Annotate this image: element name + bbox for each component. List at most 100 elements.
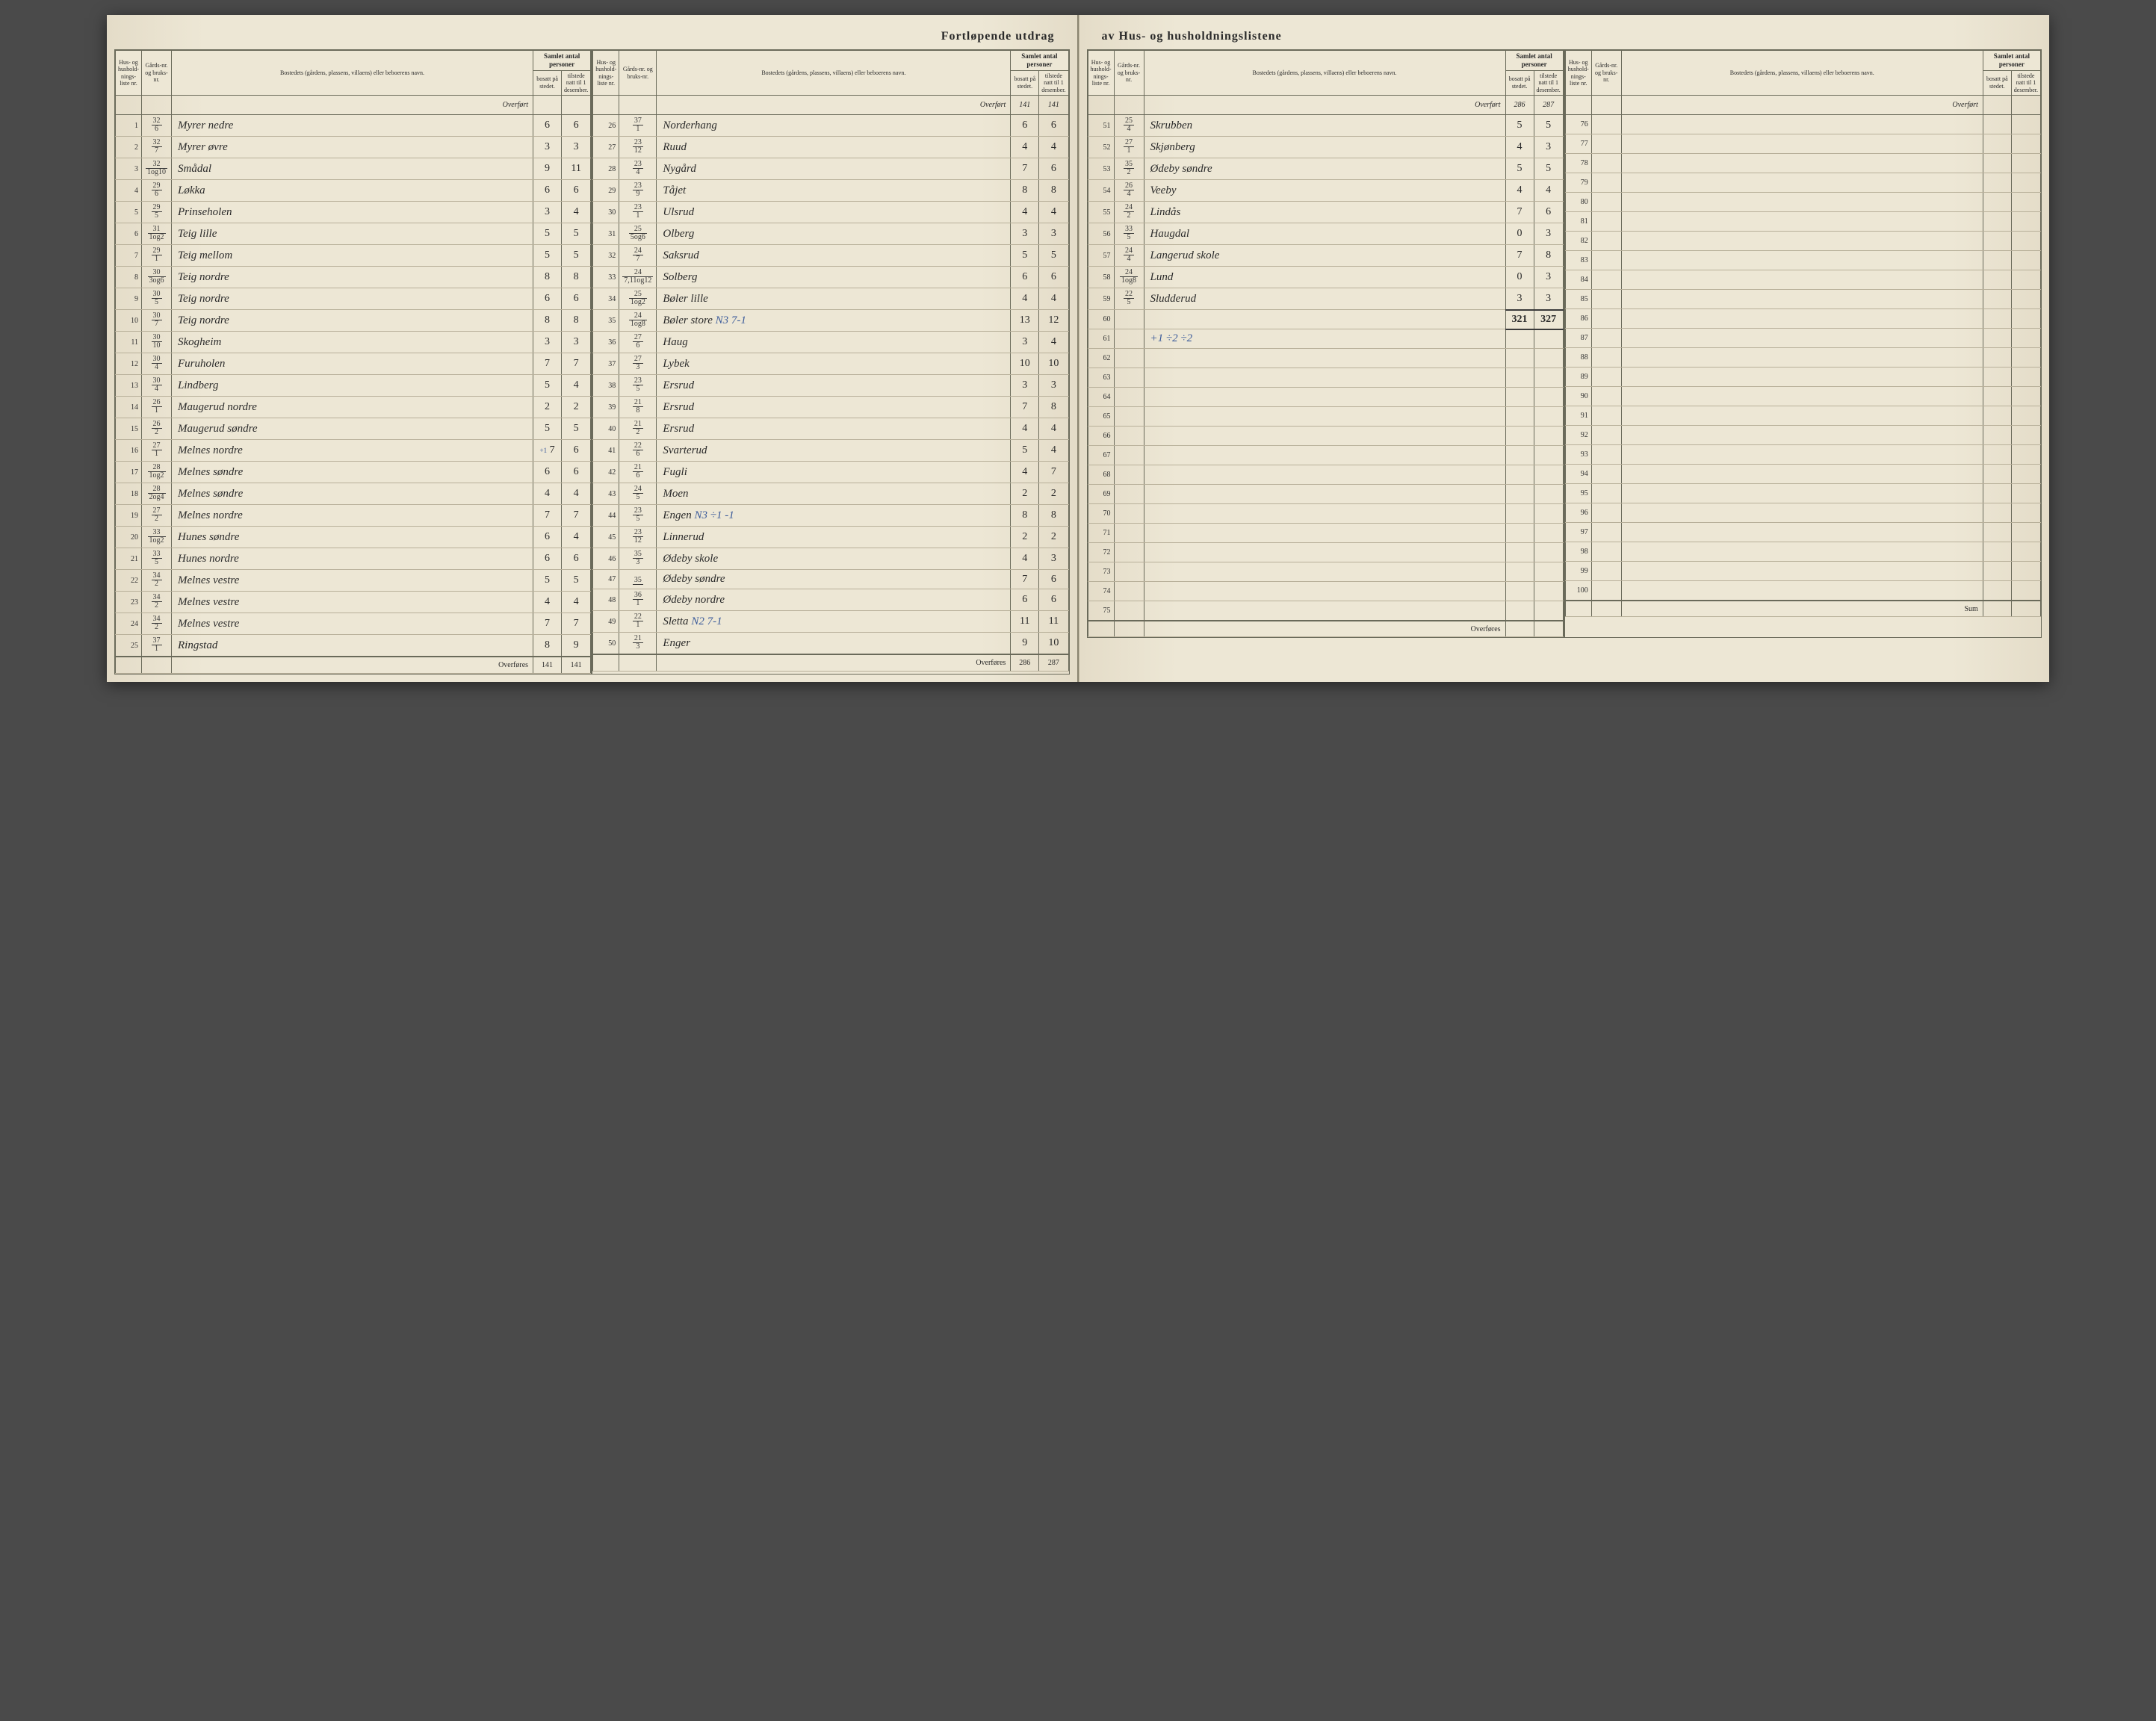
row-number: 84 bbox=[1565, 270, 1591, 290]
row-number: 67 bbox=[1088, 446, 1114, 465]
bosatt-count: 2 bbox=[1011, 527, 1039, 548]
gard-number: 276 bbox=[619, 332, 657, 353]
ledger-row: 4735Ødeby søndre76 bbox=[593, 570, 1068, 589]
bosatt-count: 4 bbox=[533, 483, 562, 505]
gard-number: 335 bbox=[142, 548, 172, 570]
place-name bbox=[1621, 309, 1983, 329]
gard-number: 235 bbox=[619, 375, 657, 397]
bosatt-count: 5 bbox=[1011, 440, 1039, 462]
row-number: 46 bbox=[593, 548, 619, 570]
place-name: Veeby bbox=[1144, 180, 1505, 202]
gard-number bbox=[1591, 503, 1621, 523]
row-number: 50 bbox=[593, 633, 619, 655]
gard-number bbox=[1591, 134, 1621, 154]
bosatt-count: 8 bbox=[1011, 505, 1039, 527]
place-name bbox=[1621, 445, 1983, 465]
ledger-row: 1326Myrer nedre66 bbox=[116, 115, 591, 137]
ledger-row: 73 bbox=[1088, 562, 1563, 582]
row-number: 55 bbox=[1088, 202, 1114, 223]
bosatt-count: 3 bbox=[1011, 375, 1039, 397]
gard-number: 342 bbox=[142, 570, 172, 592]
tilstede-count: 6 bbox=[1039, 570, 1068, 589]
overfort-tilstede bbox=[562, 96, 591, 115]
tilstede-count bbox=[1534, 582, 1563, 601]
row-number: 18 bbox=[116, 483, 142, 505]
col-liste: Hus- og hushold-nings-liste nr. bbox=[1088, 51, 1114, 96]
ledger-row: 81 bbox=[1565, 212, 2040, 232]
tilstede-count: 6 bbox=[1039, 158, 1068, 180]
gard-number: 335 bbox=[1114, 223, 1144, 245]
row-number: 47 bbox=[593, 570, 619, 589]
overfores-label: Overføres bbox=[1144, 621, 1505, 637]
overfores-label: Overføres bbox=[657, 654, 1011, 671]
bosatt-count: 7 bbox=[1011, 397, 1039, 418]
bosatt-count: 7 bbox=[1011, 570, 1039, 589]
row-number: 32 bbox=[593, 245, 619, 267]
tilstede-count bbox=[1534, 446, 1563, 465]
row-number: 77 bbox=[1565, 134, 1591, 154]
tilstede-count bbox=[2011, 193, 2040, 212]
gard-number: 311og2 bbox=[142, 223, 172, 245]
row-number: 7 bbox=[116, 245, 142, 267]
row-number: 28 bbox=[593, 158, 619, 180]
row-number: 78 bbox=[1565, 154, 1591, 173]
gard-number: 239 bbox=[619, 180, 657, 202]
bosatt-count bbox=[1983, 406, 2011, 426]
gard-number bbox=[1591, 484, 1621, 503]
tilstede-count: 4 bbox=[1534, 180, 1563, 202]
section-4: Hus- og hushold-nings-liste nr.Gårds-nr.… bbox=[1564, 49, 2042, 638]
tilstede-count: 4 bbox=[1039, 288, 1068, 310]
place-name bbox=[1144, 465, 1505, 485]
bosatt-count: 0 bbox=[1505, 223, 1534, 245]
gard-number bbox=[1114, 446, 1144, 465]
place-name: +1 ÷2 ÷2 bbox=[1144, 329, 1505, 349]
gard-number: 307 bbox=[142, 310, 172, 332]
place-name: Melnes vestre bbox=[172, 592, 533, 613]
ledger-row: 52271Skjønberg43 bbox=[1088, 137, 1563, 158]
col-samlet: Samlet antal personer bbox=[1011, 51, 1068, 71]
gard-number: 371 bbox=[619, 115, 657, 137]
bosatt-count bbox=[1983, 542, 2011, 562]
row-number: 39 bbox=[593, 397, 619, 418]
row-number: 69 bbox=[1088, 485, 1114, 504]
bosatt-count bbox=[1983, 193, 2011, 212]
row-number: 65 bbox=[1088, 407, 1114, 427]
row-number: 68 bbox=[1088, 465, 1114, 485]
tilstede-count: 9 bbox=[562, 635, 591, 657]
gard-number: 342 bbox=[142, 592, 172, 613]
place-name: Enger bbox=[657, 633, 1011, 655]
ledger-row: 37273Lybek1010 bbox=[593, 353, 1068, 375]
ledger-row: 30231Ulsrud44 bbox=[593, 202, 1068, 223]
ledger-row: 58241og8Lund03 bbox=[1088, 267, 1563, 288]
place-name: Skjønberg bbox=[1144, 137, 1505, 158]
bosatt-count: 7 bbox=[1505, 202, 1534, 223]
bosatt-count: 7 bbox=[1505, 245, 1534, 267]
gard-number bbox=[1591, 426, 1621, 445]
place-name: Teig lille bbox=[172, 223, 533, 245]
tilstede-count: 2 bbox=[1039, 527, 1068, 548]
row-number: 5 bbox=[116, 202, 142, 223]
bosatt-count bbox=[1983, 523, 2011, 542]
place-name bbox=[1621, 542, 1983, 562]
place-name: Ødeby nordre bbox=[657, 589, 1011, 611]
tilstede-count bbox=[1534, 329, 1563, 349]
ledger-row: 41226Svarterud54 bbox=[593, 440, 1068, 462]
ledger-row: 10307Teig nordre88 bbox=[116, 310, 591, 332]
ledger-row: 272312Ruud44 bbox=[593, 137, 1068, 158]
overfores-row: Overføres bbox=[1088, 621, 1563, 637]
place-name: Myrer nedre bbox=[172, 115, 533, 137]
bosatt-count: 5 bbox=[533, 570, 562, 592]
tilstede-count bbox=[2011, 406, 2040, 426]
tilstede-count: 3 bbox=[1039, 548, 1068, 570]
row-number: 72 bbox=[1088, 543, 1114, 562]
ledger-row: 18282og4Melnes søndre44 bbox=[116, 483, 591, 505]
row-number: 33 bbox=[593, 267, 619, 288]
place-name bbox=[1144, 407, 1505, 427]
gard-number bbox=[1591, 581, 1621, 601]
tilstede-count bbox=[1534, 504, 1563, 524]
right-columns: Hus- og hushold-nings-liste nr.Gårds-nr.… bbox=[1087, 49, 2042, 638]
tilstede-count bbox=[2011, 134, 2040, 154]
row-number: 83 bbox=[1565, 251, 1591, 270]
bosatt-count: 3 bbox=[533, 332, 562, 353]
tilstede-count: 5 bbox=[562, 418, 591, 440]
